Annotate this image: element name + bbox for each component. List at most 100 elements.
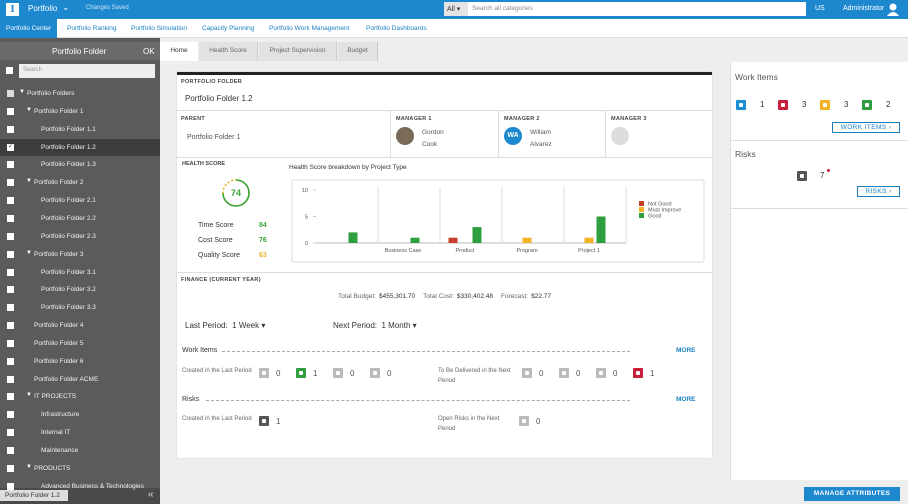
tree-checkbox[interactable]: [7, 126, 14, 133]
risks-button[interactable]: RISKS ›: [857, 186, 900, 197]
tree-label[interactable]: Portfolio Folder 3.3: [41, 304, 150, 311]
tree-checkbox[interactable]: [7, 483, 14, 490]
tree-caret[interactable]: ▼: [26, 250, 32, 256]
manager-avatar[interactable]: [396, 127, 414, 145]
next-period[interactable]: Next Period: 1 Month ▾: [333, 321, 417, 330]
tree-checkbox[interactable]: [7, 393, 14, 400]
tree-label[interactable]: Internal IT: [41, 429, 150, 436]
manager-name[interactable]: William Alvarez: [530, 127, 566, 151]
tree-label[interactable]: Portfolio Folder 6: [34, 358, 158, 365]
tree-checkbox[interactable]: [7, 215, 14, 222]
tree-label[interactable]: Advanced Business & Technologies: [41, 483, 150, 490]
nav-tab[interactable]: Portfolio Center: [0, 19, 57, 38]
nav-tab[interactable]: Portfolio Work Management: [269, 19, 349, 38]
work-item-count[interactable]: 0: [613, 369, 617, 378]
manager-name[interactable]: Gordon Cook: [422, 127, 458, 151]
tree-label[interactable]: Maintenance: [41, 447, 150, 454]
work-item-count[interactable]: 0: [276, 369, 280, 378]
nav-tab[interactable]: Portfolio Ranking: [67, 19, 117, 38]
tree-caret[interactable]: ▼: [19, 89, 25, 95]
content-tab[interactable]: Budget: [338, 42, 378, 61]
content-tab[interactable]: Health Score: [199, 42, 258, 61]
work-item-count[interactable]: 3: [802, 100, 806, 109]
risks-more[interactable]: MORE: [676, 396, 696, 403]
tree-label[interactable]: PRODUCTS: [34, 465, 158, 472]
tree-label[interactable]: Portfolio Folder 3.2: [41, 286, 150, 293]
sidebar-search[interactable]: Search: [19, 64, 155, 78]
tree-label[interactable]: Portfolio Folder 2.1: [41, 197, 150, 204]
tree-checkbox[interactable]: [7, 340, 14, 347]
user-icon[interactable]: [886, 2, 900, 16]
selected-folder-tab[interactable]: Portfolio Folder 1.2: [0, 490, 68, 501]
tree-checkbox[interactable]: [7, 161, 14, 168]
work-item-count[interactable]: 0: [387, 369, 391, 378]
tree-label[interactable]: Portfolio Folder 4: [34, 322, 158, 329]
content-tab[interactable]: Home: [160, 42, 198, 61]
risk-count[interactable]: 7: [820, 171, 824, 180]
tree-checkbox[interactable]: [7, 108, 14, 115]
work-item-count[interactable]: 2: [886, 100, 890, 109]
select-all-checkbox[interactable]: [6, 67, 13, 74]
ok-button[interactable]: OK: [143, 47, 155, 56]
nav-tab[interactable]: Portfolio Dashboards: [366, 19, 427, 38]
locale[interactable]: US: [815, 5, 825, 12]
user-name[interactable]: Administrator: [843, 5, 884, 12]
tree-checkbox[interactable]: [7, 411, 14, 418]
tree-checkbox[interactable]: [7, 447, 14, 454]
collapse-sidebar[interactable]: «: [148, 489, 154, 500]
manage-attributes-button[interactable]: MANAGE ATTRIBUTES: [804, 487, 900, 501]
work-item-count[interactable]: 0: [576, 369, 580, 378]
tree-label[interactable]: Portfolio Folder 2.2: [41, 215, 150, 222]
tree-checkbox[interactable]: [7, 465, 14, 472]
app-name[interactable]: Portfolio: [28, 4, 57, 13]
tree-checkbox[interactable]: [7, 322, 14, 329]
tree-label[interactable]: Portfolio Folder ACME: [34, 376, 158, 383]
work-items-button[interactable]: WORK ITEMS ›: [832, 122, 900, 133]
tree-checkbox[interactable]: [7, 429, 14, 436]
manager-avatar[interactable]: [611, 127, 629, 145]
work-item-count[interactable]: 1: [313, 369, 317, 378]
tree-checkbox[interactable]: [7, 376, 14, 383]
content-tab[interactable]: Project Supervision: [259, 42, 337, 61]
search-scope[interactable]: All ▾: [444, 2, 468, 16]
tree-caret[interactable]: ▼: [26, 107, 32, 113]
nav-tab[interactable]: Capacity Planning: [202, 19, 254, 38]
work-item-count[interactable]: 1: [650, 369, 654, 378]
tree-label[interactable]: Portfolio Folder 2.3: [41, 233, 150, 240]
tree-label[interactable]: Portfolio Folder 1.2: [41, 144, 150, 151]
work-item-count[interactable]: 1: [760, 100, 764, 109]
tree-checkbox[interactable]: [7, 90, 14, 97]
tree-label[interactable]: Portfolio Folder 5: [34, 340, 158, 347]
tree-label[interactable]: Portfolio Folder 1.3: [41, 161, 150, 168]
parent-value[interactable]: Portfolio Folder 1: [187, 134, 240, 141]
work-items-more[interactable]: MORE: [676, 347, 696, 354]
tree-label[interactable]: Portfolio Folder 3.1: [41, 269, 150, 276]
tree-checkbox[interactable]: [7, 269, 14, 276]
manager-avatar[interactable]: WA: [504, 127, 522, 145]
risk-count[interactable]: 1: [276, 417, 280, 426]
tree-label[interactable]: Portfolio Folder 1.1: [41, 126, 150, 133]
work-item-count[interactable]: 3: [844, 100, 848, 109]
tree-caret[interactable]: ▼: [26, 178, 32, 184]
tree-checkbox[interactable]: [7, 197, 14, 204]
work-item-count[interactable]: 0: [350, 369, 354, 378]
tree-checkbox[interactable]: [7, 304, 14, 311]
tree-label[interactable]: Infrastructure: [41, 411, 150, 418]
last-period[interactable]: Last Period: 1 Week ▾: [185, 321, 265, 330]
app-caret[interactable]: ⌄: [62, 2, 70, 13]
tree-checkbox[interactable]: [7, 286, 14, 293]
risk-count[interactable]: 0: [536, 417, 540, 426]
nav-tab[interactable]: Portfolio Simulation: [131, 19, 187, 38]
tree-caret[interactable]: ▼: [26, 464, 32, 470]
tree-caret[interactable]: ▼: [26, 392, 32, 398]
tree-label[interactable]: IT PROJECTS: [34, 393, 158, 400]
tree-label[interactable]: Portfolio Folder 3: [34, 251, 158, 258]
tree-checkbox[interactable]: [7, 251, 14, 258]
tree-checkbox[interactable]: [7, 358, 14, 365]
tree-label[interactable]: Portfolio Folder 2: [34, 179, 158, 186]
tree-checkbox[interactable]: ✓: [7, 144, 14, 151]
tree-label[interactable]: Portfolio Folder 1: [34, 108, 158, 115]
tree-checkbox[interactable]: [7, 179, 14, 186]
logo[interactable]: I: [6, 3, 19, 16]
work-item-count[interactable]: 0: [539, 369, 543, 378]
